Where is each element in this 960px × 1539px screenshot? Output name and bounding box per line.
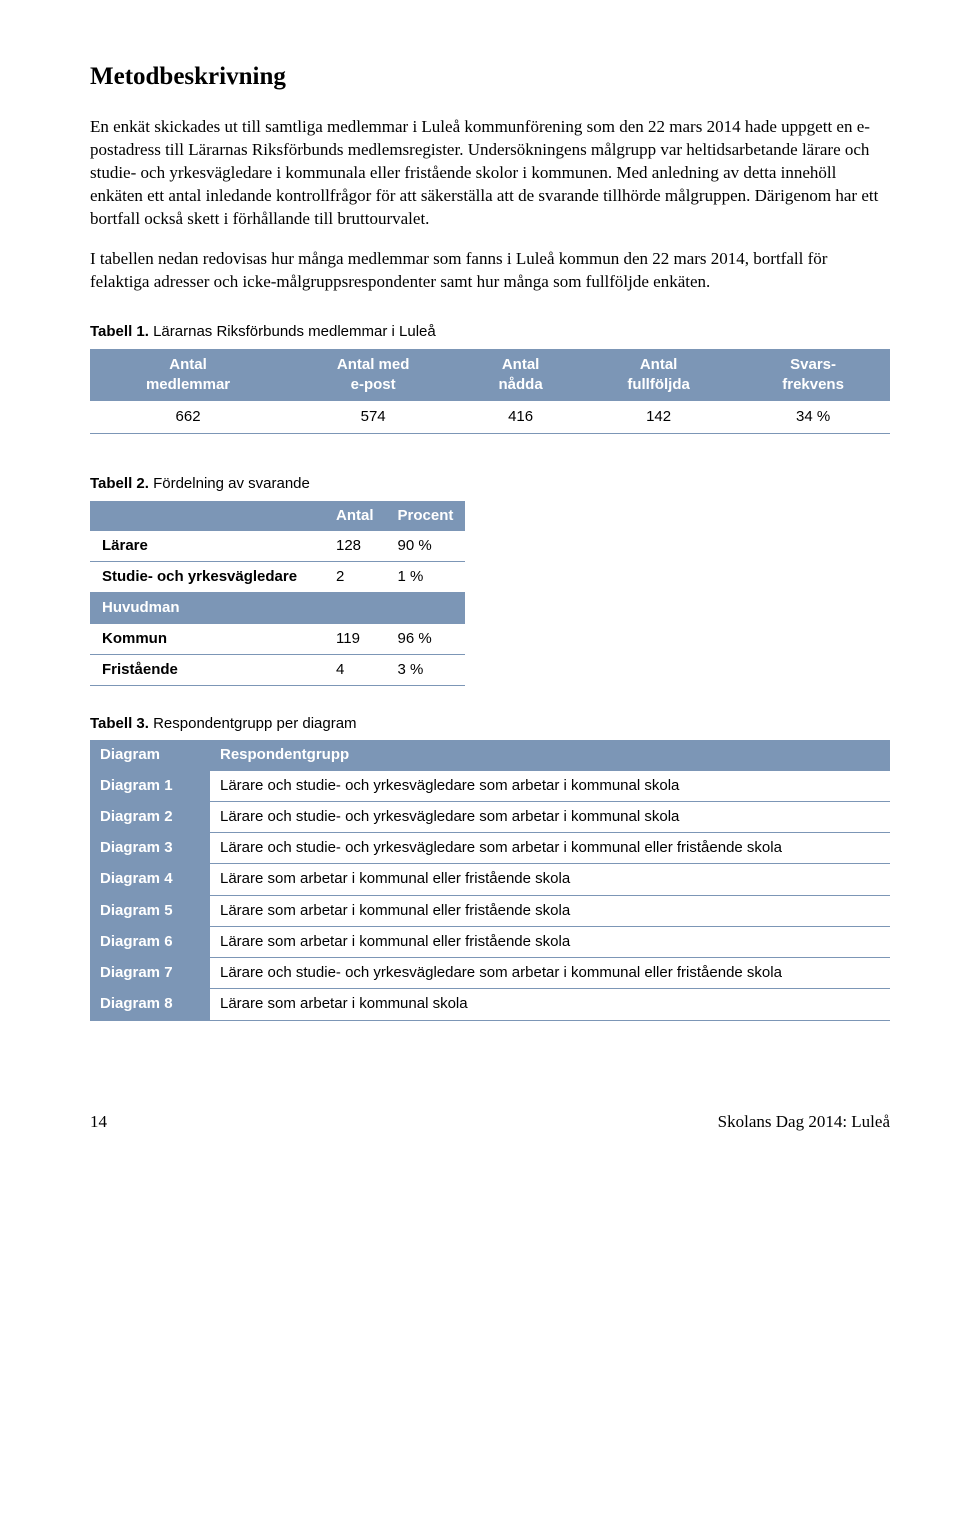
table2-row-fristaende: Fristående 4 3 % bbox=[90, 654, 465, 685]
paragraph-2: I tabellen nedan redovisas hur många med… bbox=[90, 248, 890, 294]
table1-caption-text: Lärarnas Riksförbunds medlemmar i Luleå bbox=[149, 323, 436, 340]
table2-r3-antal: 119 bbox=[324, 624, 386, 655]
table3-d3-text: Lärare och studie- och yrkesvägledare so… bbox=[210, 833, 890, 864]
table2-r2-procent: 1 % bbox=[386, 562, 466, 593]
table2-section-huvudman: Huvudman bbox=[90, 593, 465, 624]
table3-d6-label: Diagram 6 bbox=[90, 926, 210, 957]
table1-c1: 662 bbox=[90, 401, 286, 434]
table3-caption-text: Respondentgrupp per diagram bbox=[149, 715, 357, 732]
table3-d2-text: Lärare och studie- och yrkesvägledare so… bbox=[210, 801, 890, 832]
table2-header-row: Antal Procent bbox=[90, 501, 465, 531]
table2-r4-procent: 3 % bbox=[386, 654, 466, 685]
page-footer: 14 Skolans Dag 2014: Luleå bbox=[90, 1111, 890, 1134]
table2-h-blank bbox=[90, 501, 324, 531]
table2-h-antal: Antal bbox=[324, 501, 386, 531]
table1-caption: Tabell 1. Lärarnas Riksförbunds medlemma… bbox=[90, 322, 890, 342]
table2: Antal Procent Lärare 128 90 % Studie- oc… bbox=[90, 501, 465, 687]
table3-caption-bold: Tabell 3. bbox=[90, 715, 149, 732]
table3-d1-label: Diagram 1 bbox=[90, 771, 210, 802]
paragraph-1: En enkät skickades ut till samtliga medl… bbox=[90, 116, 890, 231]
page-number: 14 bbox=[90, 1111, 107, 1134]
table2-section-label: Huvudman bbox=[90, 593, 324, 624]
table3: Diagram Respondentgrupp Diagram 1Lärare … bbox=[90, 740, 890, 1020]
table2-caption-bold: Tabell 2. bbox=[90, 475, 149, 492]
table2-r1-antal: 128 bbox=[324, 531, 386, 562]
table3-row-d7: Diagram 7Lärare och studie- och yrkesväg… bbox=[90, 958, 890, 989]
table3-row-d3: Diagram 3Lärare och studie- och yrkesväg… bbox=[90, 833, 890, 864]
table3-d5-label: Diagram 5 bbox=[90, 895, 210, 926]
table1-c3: 416 bbox=[460, 401, 581, 434]
table3-caption: Tabell 3. Respondentgrupp per diagram bbox=[90, 714, 890, 734]
footer-title: Skolans Dag 2014: Luleå bbox=[718, 1111, 890, 1134]
table2-row-kommun: Kommun 119 96 % bbox=[90, 624, 465, 655]
table2-r3-procent: 96 % bbox=[386, 624, 466, 655]
table1-h4: Antalfullföljda bbox=[581, 349, 736, 402]
table3-d3-label: Diagram 3 bbox=[90, 833, 210, 864]
table2-h-procent: Procent bbox=[386, 501, 466, 531]
table2-r1-procent: 90 % bbox=[386, 531, 466, 562]
table1: Antalmedlemmar Antal mede-post Antalnådd… bbox=[90, 349, 890, 435]
table3-h-resp: Respondentgrupp bbox=[210, 740, 890, 770]
table3-d2-label: Diagram 2 bbox=[90, 801, 210, 832]
table2-row-larare: Lärare 128 90 % bbox=[90, 531, 465, 562]
table2-r1-label: Lärare bbox=[90, 531, 324, 562]
table3-row-d5: Diagram 5Lärare som arbetar i kommunal e… bbox=[90, 895, 890, 926]
table3-d6-text: Lärare som arbetar i kommunal eller fris… bbox=[210, 926, 890, 957]
table1-h3: Antalnådda bbox=[460, 349, 581, 402]
table3-d1-text: Lärare och studie- och yrkesvägledare so… bbox=[210, 771, 890, 802]
table2-r2-label: Studie- och yrkesvägledare bbox=[90, 562, 324, 593]
page-heading: Metodbeskrivning bbox=[90, 60, 890, 94]
table1-c5: 34 % bbox=[736, 401, 890, 434]
table2-caption: Tabell 2. Fördelning av svarande bbox=[90, 474, 890, 494]
table2-r4-label: Fristående bbox=[90, 654, 324, 685]
table3-d7-text: Lärare och studie- och yrkesvägledare so… bbox=[210, 958, 890, 989]
table3-row-d8: Diagram 8Lärare som arbetar i kommunal s… bbox=[90, 989, 890, 1020]
table3-row-d4: Diagram 4Lärare som arbetar i kommunal e… bbox=[90, 864, 890, 895]
table3-row-d1: Diagram 1Lärare och studie- och yrkesväg… bbox=[90, 771, 890, 802]
table3-d5-text: Lärare som arbetar i kommunal eller fris… bbox=[210, 895, 890, 926]
table1-c4: 142 bbox=[581, 401, 736, 434]
table1-data-row: 662 574 416 142 34 % bbox=[90, 401, 890, 434]
table3-row-d6: Diagram 6Lärare som arbetar i kommunal e… bbox=[90, 926, 890, 957]
table3-header-row: Diagram Respondentgrupp bbox=[90, 740, 890, 770]
table1-c2: 574 bbox=[286, 401, 460, 434]
table2-r4-antal: 4 bbox=[324, 654, 386, 685]
table2-row-studie: Studie- och yrkesvägledare 2 1 % bbox=[90, 562, 465, 593]
table2-r2-antal: 2 bbox=[324, 562, 386, 593]
table2-r3-label: Kommun bbox=[90, 624, 324, 655]
table2-caption-text: Fördelning av svarande bbox=[149, 475, 310, 492]
table1-h5: Svars-frekvens bbox=[736, 349, 890, 402]
table1-h1: Antalmedlemmar bbox=[90, 349, 286, 402]
table3-d8-label: Diagram 8 bbox=[90, 989, 210, 1020]
table1-caption-bold: Tabell 1. bbox=[90, 323, 149, 340]
table3-row-d2: Diagram 2Lärare och studie- och yrkesväg… bbox=[90, 801, 890, 832]
table3-d8-text: Lärare som arbetar i kommunal skola bbox=[210, 989, 890, 1020]
table1-header-row: Antalmedlemmar Antal mede-post Antalnådd… bbox=[90, 349, 890, 402]
table3-d7-label: Diagram 7 bbox=[90, 958, 210, 989]
table1-h2: Antal mede-post bbox=[286, 349, 460, 402]
table3-h-diagram: Diagram bbox=[90, 740, 210, 770]
table3-d4-text: Lärare som arbetar i kommunal eller fris… bbox=[210, 864, 890, 895]
table3-d4-label: Diagram 4 bbox=[90, 864, 210, 895]
